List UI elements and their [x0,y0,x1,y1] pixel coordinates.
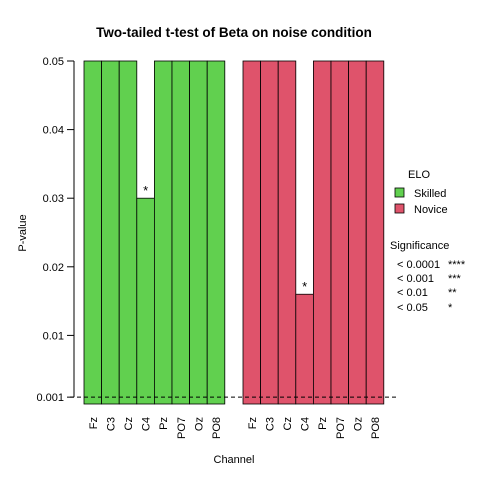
significance-threshold-3: < 0.01 [397,287,428,299]
significance-marker-novice-c4: * [302,279,307,294]
significance-threshold-1: < 0.0001 [397,259,440,271]
x-tick-label-novice-cz: Cz [282,417,294,430]
bar-skilled-c4 [136,197,155,405]
legend-elo: ELO Skilled Novice [394,169,448,216]
x-tick-label-skilled-c4: C4 [141,417,153,431]
chart-title: Two-tailed t-test of Beta on noise condi… [96,25,372,40]
bar-novice-c4 [295,293,314,405]
legend-label-skilled: Skilled [414,188,446,200]
legend-title: ELO [408,169,430,181]
bar-skilled-fz [83,60,103,405]
bar-skilled-oz [189,60,208,405]
x-tick-label-skilled-c3: C3 [105,417,117,431]
x-tick-label-novice-oz: Oz [352,417,364,431]
significance-stars-1: **** [448,259,466,271]
significance-stars-3: ** [448,287,457,299]
significance-stars-2: *** [448,273,462,285]
x-tick-labels: Fz C3 Cz C4 Pz PO7 Oz PO8 Fz C3 Cz C4 Pz PO7 Oz PO8 [88,417,382,439]
bar-novice-fz [242,60,262,405]
legend-label-novice: Novice [414,204,448,216]
bar-skilled-pz [153,60,173,405]
x-tick-label-skilled-po8: PO8 [211,417,223,439]
bar-layer: ** [70,60,398,405]
bar-novice-po8 [365,60,385,405]
y-tick-label: 0.001 [36,392,64,404]
bar-novice-pz [312,60,332,405]
significance-key: Significance < 0.0001 **** < 0.001 *** <… [390,240,466,314]
x-tick-label-novice-po8: PO8 [370,417,382,439]
x-tick-label-skilled-oz: Oz [193,417,205,431]
x-tick-label-novice-pz: Pz [317,417,329,430]
y-tick-label: 0.01 [43,330,64,342]
bar-skilled-cz [118,60,138,405]
bar-skilled-po7 [171,60,191,405]
significance-threshold-4: < 0.05 [397,302,428,314]
y-axis: 0.001 0.01 0.02 0.03 0.04 0.05 [36,56,75,404]
legend-swatch-novice [394,203,405,214]
legend-swatch-skilled [394,187,405,198]
bar-skilled-c3 [101,60,120,405]
y-tick-label: 0.02 [43,262,64,274]
significance-threshold-2: < 0.001 [397,273,434,285]
bar-novice-oz [348,60,367,405]
x-tick-label-skilled-cz: Cz [123,417,135,430]
bar-novice-po7 [330,60,350,405]
bar-novice-c3 [260,60,279,405]
significance-marker-skilled-c4: * [143,183,148,198]
significance-stars-4: * [448,302,453,314]
bar-novice-cz [277,60,297,405]
x-tick-label-novice-po7: PO7 [335,417,347,439]
x-tick-label-skilled-pz: Pz [158,417,170,430]
x-tick-label-novice-c3: C3 [264,417,276,431]
y-tick-label: 0.05 [43,56,64,68]
y-tick-label: 0.04 [43,125,64,137]
x-tick-label-novice-fz: Fz [247,417,259,429]
x-axis-title: Channel [214,454,255,466]
y-axis-title: P-value [17,214,29,251]
y-tick-label: 0.03 [43,193,64,205]
x-tick-label-skilled-fz: Fz [88,417,100,429]
bar-skilled-po8 [206,60,226,405]
x-tick-label-skilled-po7: PO7 [176,417,188,439]
significance-title: Significance [390,240,449,252]
x-tick-label-novice-c4: C4 [300,417,312,431]
